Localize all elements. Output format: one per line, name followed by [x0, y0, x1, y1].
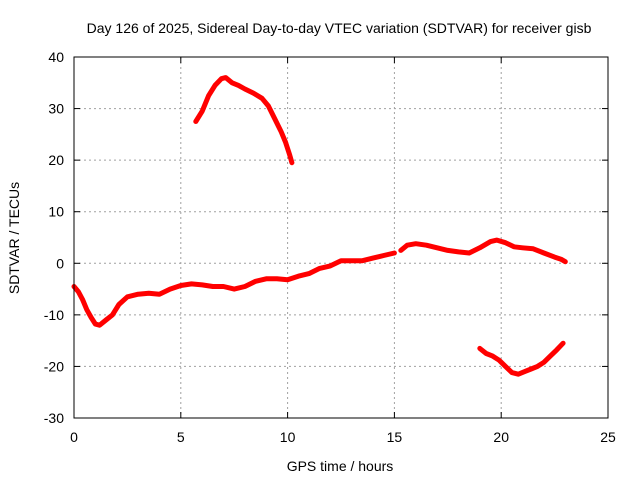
y-tick-label: -20	[44, 358, 64, 374]
x-axis-title: GPS time / hours	[287, 458, 394, 474]
series-line-arc-1	[193, 75, 295, 166]
x-tick-label: 25	[600, 429, 616, 445]
x-tick-label: 10	[280, 429, 296, 445]
chart-title: Day 126 of 2025, Sidereal Day-to-day VTE…	[87, 20, 592, 36]
y-axis-title: SDTVAR / TECUs	[6, 182, 22, 294]
y-tick-label: 30	[48, 101, 64, 117]
y-tick-label: -10	[44, 307, 64, 323]
series-line-arc-4	[477, 340, 566, 377]
plot-frame	[73, 56, 609, 419]
label-layer: 0 5 10 15 20 25 -30 -20 -10 0 10 20 30 40	[44, 49, 616, 445]
y-tick-label: 20	[48, 152, 64, 168]
x-tick-label: 0	[70, 429, 78, 445]
y-tick-label: 0	[56, 255, 64, 271]
x-tick-label: 5	[177, 429, 185, 445]
x-tick-label: 15	[387, 429, 403, 445]
series-line-arc-2	[71, 250, 397, 328]
tick-layer	[73, 56, 609, 419]
series-line-arc-3	[398, 237, 568, 265]
series-layer	[71, 75, 568, 377]
y-tick-label: -30	[44, 410, 64, 426]
x-tick-label: 20	[493, 429, 509, 445]
y-tick-label: 10	[48, 204, 64, 220]
y-tick-label: 40	[48, 49, 64, 65]
